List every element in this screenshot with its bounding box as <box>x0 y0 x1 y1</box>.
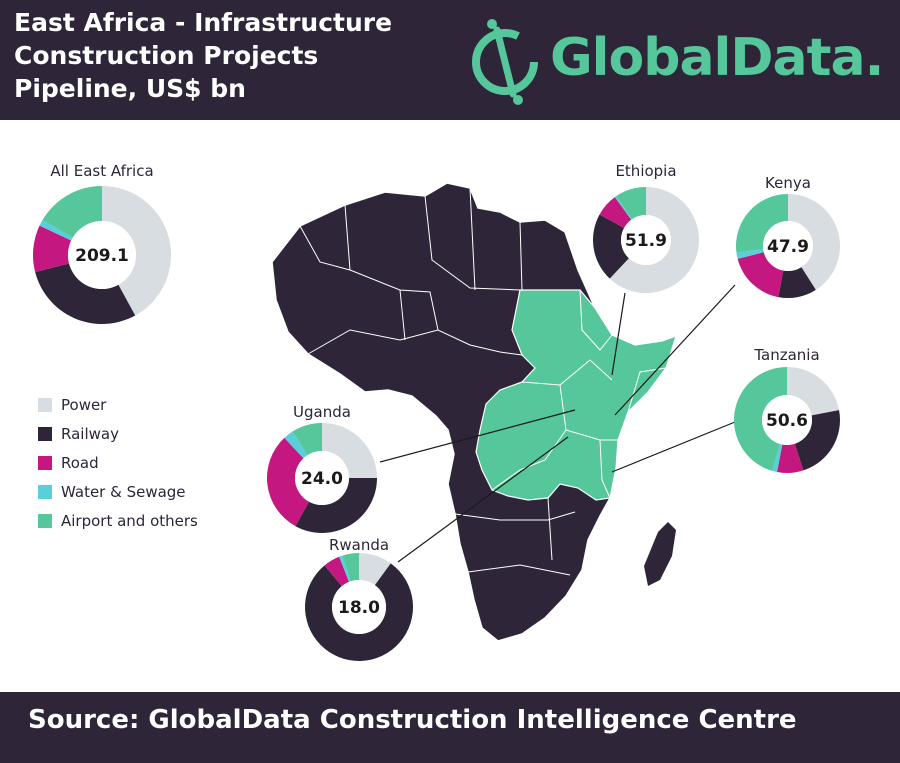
header-bar: East Africa - Infrastructure Constructio… <box>0 0 900 120</box>
donut-hole <box>295 451 349 505</box>
donut-slice <box>305 563 413 661</box>
donut-slice <box>32 225 72 273</box>
donut-charts: 209.1 All East Africa 51.9 Ethiopia 47.9 Keny… <box>32 162 841 661</box>
donut-slice <box>322 423 377 478</box>
donut-total-label: 47.9 <box>767 237 809 257</box>
legend-label: Water & Sewage <box>61 482 186 501</box>
page-title: East Africa - Infrastructure Constructio… <box>14 8 393 103</box>
legend-item: Water & Sewage <box>38 477 198 506</box>
legend-swatch <box>38 484 52 499</box>
donut-slice <box>787 367 840 416</box>
legend-label: Railway <box>61 424 119 443</box>
donut-slice <box>339 555 351 582</box>
donut-slice <box>772 444 783 473</box>
donut-slice <box>736 194 788 253</box>
country-borders <box>299 187 667 576</box>
legend-label: Power <box>61 395 107 414</box>
donut-hole <box>621 215 671 265</box>
leader-line-ethiopia <box>611 292 626 376</box>
donut-slice <box>614 196 632 220</box>
source-note: Source: GlobalData Construction Intellig… <box>28 705 797 735</box>
donut-slice <box>593 214 629 279</box>
legend-item: Power <box>38 390 198 419</box>
donut-slice <box>736 249 764 259</box>
donut-title: Rwanda <box>329 536 389 554</box>
madagascar-shape <box>644 522 676 586</box>
donut-hole <box>332 580 386 634</box>
donut-slice <box>295 478 377 533</box>
donut-hole <box>763 221 813 271</box>
donut-slice <box>324 556 350 587</box>
donut-slice <box>267 437 309 527</box>
donut-total-label: 24.0 <box>301 469 343 489</box>
donut-slice <box>342 553 359 582</box>
legend-swatch <box>38 426 52 441</box>
donut-total-label: 51.9 <box>625 231 667 251</box>
legend-item: Road <box>38 448 198 477</box>
donut-hole <box>68 221 136 289</box>
legend-swatch <box>38 513 52 528</box>
donut-slice <box>734 367 787 471</box>
legend-label: Road <box>61 453 99 472</box>
donut-total-label: 18.0 <box>338 598 380 618</box>
donut-title: All East Africa <box>50 162 153 180</box>
donut-slice <box>616 187 646 220</box>
globaldata-logo: GlobalData. <box>465 16 885 108</box>
donut-slice <box>599 197 632 228</box>
globaldata-logo-icon <box>472 19 538 105</box>
africa-map <box>271 182 678 642</box>
donut-slice <box>609 187 699 294</box>
donut-slice <box>284 431 308 459</box>
donut-slice <box>39 219 73 241</box>
logo-wordmark: GlobalData. <box>550 28 884 88</box>
leader-line-rwanda <box>397 436 569 563</box>
donut-total-label: 50.6 <box>766 411 808 431</box>
donut-slice <box>359 553 391 586</box>
legend-item: Railway <box>38 419 198 448</box>
legend: Power Railway Road Water & Sewage Airport an… <box>38 390 198 535</box>
leader-lines <box>379 284 736 563</box>
donut-slice <box>788 194 841 290</box>
donut-slice <box>292 423 322 456</box>
donut-slice <box>777 443 804 474</box>
donut-hole <box>762 395 812 445</box>
donut-title: Tanzania <box>753 346 819 364</box>
donut-slice <box>794 410 840 471</box>
leader-line-uganda <box>379 409 576 463</box>
donut-slice <box>42 186 102 238</box>
east-africa-highlight <box>475 289 677 501</box>
donut-title: Ethiopia <box>615 162 676 180</box>
donut-title: Uganda <box>293 403 351 421</box>
legend-item: Airport and others <box>38 506 198 535</box>
donut-slice <box>102 186 171 316</box>
leader-line-kenya <box>614 284 736 416</box>
leader-line-tanzania <box>611 421 736 473</box>
legend-swatch <box>38 397 52 412</box>
donut-slice <box>35 263 136 324</box>
donut-slice <box>737 252 784 298</box>
donut-slice <box>778 267 816 298</box>
legend-label: Airport and others <box>61 511 198 530</box>
donut-total-label: 209.1 <box>75 246 129 266</box>
footer-bar: Source: GlobalData Construction Intellig… <box>0 692 900 763</box>
legend-swatch <box>38 455 52 470</box>
donut-title: Kenya <box>765 174 811 192</box>
